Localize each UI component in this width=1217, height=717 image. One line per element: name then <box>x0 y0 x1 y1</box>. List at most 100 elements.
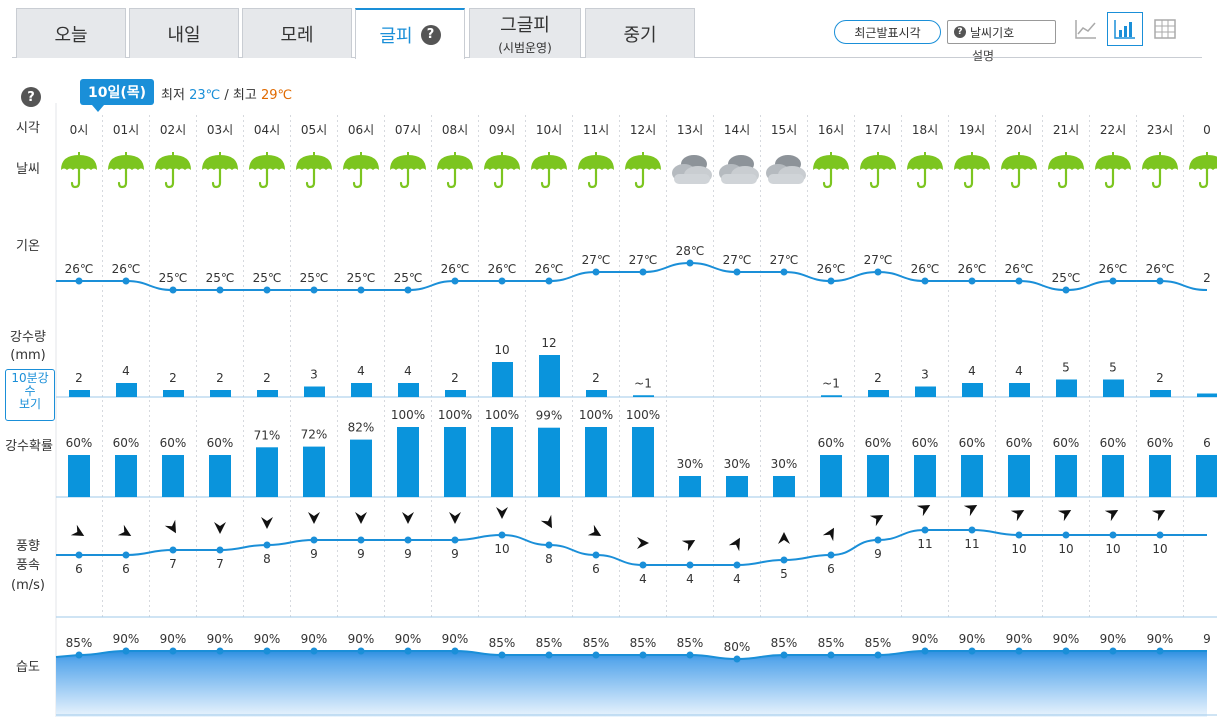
precip-bar <box>1103 379 1124 397</box>
wind-arrow-icon <box>778 532 790 544</box>
temperature-label: 28℃ <box>676 244 705 258</box>
help-icon[interactable]: ? <box>420 24 441 45</box>
umbrella-handle <box>1104 167 1115 189</box>
wind-point <box>639 561 647 569</box>
temperature-label: 25℃ <box>159 271 188 285</box>
humidity-label: 90% <box>301 632 328 646</box>
humidity-point <box>968 647 976 655</box>
wind-speed-label: 9 <box>404 547 412 561</box>
hour-label: 17시 <box>865 123 891 137</box>
wind-point <box>592 551 600 559</box>
wind-point <box>545 541 553 549</box>
button-line: 10분강 <box>11 371 49 385</box>
wind-arrow-icon <box>449 512 461 524</box>
temperature-label: 25℃ <box>347 271 376 285</box>
wind-point <box>263 541 271 549</box>
humidity-point <box>874 651 882 659</box>
precip-label: 2 <box>592 371 600 385</box>
tab-today[interactable]: 오늘 <box>16 8 126 58</box>
wind-speed-label: 6 <box>122 562 130 576</box>
umbrella-icon <box>954 152 990 189</box>
wind-arrow-icon <box>681 540 696 552</box>
umbrella-icon <box>343 152 379 189</box>
temperature-label: 25℃ <box>394 271 423 285</box>
table-view-button[interactable] <box>1147 12 1183 46</box>
umbrella-icon <box>61 152 97 189</box>
temperature-point <box>921 277 929 285</box>
humidity-label: 85% <box>630 636 657 650</box>
wind-arrow-shape <box>496 507 508 519</box>
humidity-point <box>1109 647 1117 655</box>
tab-four-days[interactable]: 그글피 (시범운영) <box>469 8 581 58</box>
bar-chart-view-button[interactable] <box>1107 12 1143 46</box>
hour-label: 22시 <box>1100 123 1126 137</box>
temperature-label: 26℃ <box>488 262 517 276</box>
precip-label: 5 <box>1109 361 1117 375</box>
precip-label: 2 <box>216 371 224 385</box>
precip-label: ~1 <box>634 376 652 390</box>
line-chart-view-button[interactable] <box>1068 12 1104 46</box>
umbrella-handle <box>963 167 974 189</box>
temperature-point <box>686 259 694 267</box>
humidity-label: 85% <box>583 636 610 650</box>
umbrella-canopy <box>625 155 661 170</box>
precip-bar <box>633 395 654 397</box>
prob-label: 60% <box>818 436 845 450</box>
temperature-point <box>216 286 224 294</box>
humidity-point <box>216 647 224 655</box>
humidity-label: 90% <box>959 632 986 646</box>
tab-midterm[interactable]: 중기 <box>585 8 695 58</box>
precip-label: 12 <box>541 336 556 350</box>
tab-tomorrow[interactable]: 내일 <box>129 8 239 58</box>
umbrella-canopy <box>860 155 896 170</box>
weather-symbol-sublabel: 설명 <box>972 49 995 63</box>
temperature-label: 25℃ <box>206 271 235 285</box>
precip-label: 4 <box>122 364 130 378</box>
hour-label: 18시 <box>912 123 938 137</box>
temperature-label: 26℃ <box>441 262 470 276</box>
wind-arrow-shape <box>822 527 834 542</box>
row-label-wind-unit: (m/s) <box>11 578 45 593</box>
ten-minute-precip-button[interactable]: 10분강 수 보기 <box>5 369 55 421</box>
wind-arrow-shape <box>637 537 649 549</box>
tab-three-days[interactable]: 글피 ? <box>355 8 465 59</box>
humidity-label: 90% <box>254 632 281 646</box>
cloudy-icon <box>766 155 806 184</box>
umbrella-icon <box>860 152 896 189</box>
umbrella-handle <box>1151 167 1162 189</box>
wind-point <box>780 556 788 564</box>
prob-bar <box>256 447 278 497</box>
umbrella-handle <box>493 167 504 189</box>
umbrella-handle <box>305 167 316 189</box>
umbrella-canopy <box>813 155 849 170</box>
wind-speed-label: 9 <box>874 547 882 561</box>
wind-speed-label: 8 <box>263 552 271 566</box>
humidity-point <box>310 647 318 655</box>
prob-label: 100% <box>391 408 425 422</box>
temperature-label: 27℃ <box>582 253 611 267</box>
prob-label: 100% <box>579 408 613 422</box>
prob-bar <box>115 455 137 497</box>
tab-sublabel: (시범운영) <box>498 41 552 55</box>
recent-release-button[interactable]: 최근발표시각 <box>834 20 941 44</box>
humidity-point <box>592 651 600 659</box>
line-chart-icon <box>1075 20 1096 39</box>
umbrella-icon <box>625 152 661 189</box>
wind-arrow-icon <box>822 527 834 542</box>
precip-label: 4 <box>1015 364 1023 378</box>
prob-label: 60% <box>113 436 140 450</box>
umbrella-canopy <box>249 155 285 170</box>
tab-day-after[interactable]: 모레 <box>242 8 352 58</box>
weather-symbol-button[interactable]: ? 날씨기호 <box>947 20 1056 44</box>
humidity-point <box>263 647 271 655</box>
help-icon[interactable]: ? <box>21 87 41 107</box>
umbrella-icon <box>813 152 849 189</box>
wind-point <box>216 546 224 554</box>
temperature-point <box>1015 277 1023 285</box>
temperature-label: 26℃ <box>911 262 940 276</box>
hour-label: 07시 <box>395 123 421 137</box>
umbrella-handle <box>1198 167 1209 189</box>
humidity-label: 90% <box>1006 632 1033 646</box>
wind-speed-label: 10 <box>494 542 509 556</box>
prob-bar <box>303 446 325 497</box>
